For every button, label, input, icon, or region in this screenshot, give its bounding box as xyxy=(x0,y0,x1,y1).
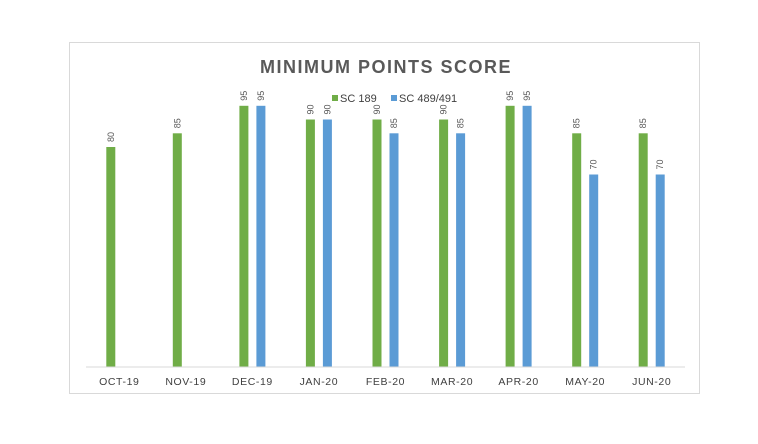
x-tick-label: DEC-19 xyxy=(232,376,273,388)
x-tick-label: JAN-20 xyxy=(300,376,339,388)
bar-sc-489-491-dec-19 xyxy=(256,105,266,368)
data-label: 85 xyxy=(172,118,182,128)
bar-sc-489-491-jun-20 xyxy=(655,174,665,367)
legend-item-0: SC 189 xyxy=(332,93,377,105)
legend-label: SC 189 xyxy=(340,93,377,105)
data-label: 70 xyxy=(589,159,599,169)
chart-title: MINIMUM POINTS SCORE xyxy=(260,57,512,77)
bar-sc-489-491-may-20 xyxy=(589,174,599,367)
legend-swatch xyxy=(391,95,397,101)
bar-sc-189-oct-19 xyxy=(106,147,116,367)
data-label: 85 xyxy=(389,118,399,128)
legend-swatch xyxy=(332,95,338,101)
data-label: 85 xyxy=(456,118,466,128)
chart-svg: MINIMUM POINTS SCORE SC 189 SC 489/491 80… xyxy=(86,57,685,388)
bars-group xyxy=(106,105,665,368)
bar-sc-489-491-mar-20 xyxy=(456,133,466,368)
data-label: 95 xyxy=(239,91,249,101)
data-label: 95 xyxy=(505,91,515,101)
data-label: 70 xyxy=(655,159,665,169)
x-tick-label: FEB-20 xyxy=(366,376,405,388)
data-label: 90 xyxy=(322,104,332,114)
x-tick-labels-group: OCT-19 NOV-19 DEC-19 JAN-20 FEB-20 MAR-20 APR-… xyxy=(99,376,671,388)
x-tick-label: MAR-20 xyxy=(431,376,473,388)
legend-label: SC 489/491 xyxy=(399,93,457,105)
data-label: 95 xyxy=(522,91,532,101)
bar-sc-189-nov-19 xyxy=(172,133,182,368)
data-label: 90 xyxy=(305,104,315,114)
bar-sc-189-dec-19 xyxy=(239,105,249,368)
bar-sc-489-491-apr-20 xyxy=(522,105,532,368)
data-label: 95 xyxy=(256,91,266,101)
x-tick-label: NOV-19 xyxy=(165,376,206,388)
bar-sc-189-feb-20 xyxy=(372,119,382,367)
x-tick-label: MAY-20 xyxy=(565,376,605,388)
bar-sc-189-jan-20 xyxy=(305,119,315,367)
data-label: 85 xyxy=(638,118,648,128)
x-tick-label: APR-20 xyxy=(498,376,538,388)
data-labels-group: 80 85 95 95 90 90 90 85 90 85 95 95 85 70 85 70 xyxy=(106,91,665,170)
x-tick-label: OCT-19 xyxy=(99,376,139,388)
legend-item-1: SC 489/491 xyxy=(391,93,457,105)
bar-sc-189-jun-20 xyxy=(638,133,648,368)
data-label: 90 xyxy=(439,104,449,114)
data-label: 80 xyxy=(106,132,116,142)
bar-sc-489-491-jan-20 xyxy=(322,119,332,367)
bar-sc-189-may-20 xyxy=(572,133,582,368)
bar-sc-489-491-feb-20 xyxy=(389,133,399,368)
x-tick-label: JUN-20 xyxy=(632,376,671,388)
legend: SC 189 SC 489/491 xyxy=(332,93,457,105)
data-label: 85 xyxy=(572,118,582,128)
data-label: 90 xyxy=(372,104,382,114)
bar-sc-189-apr-20 xyxy=(505,105,515,368)
bar-sc-189-mar-20 xyxy=(439,119,449,367)
chart-frame: MINIMUM POINTS SCORE SC 189 SC 489/491 80… xyxy=(69,42,700,394)
